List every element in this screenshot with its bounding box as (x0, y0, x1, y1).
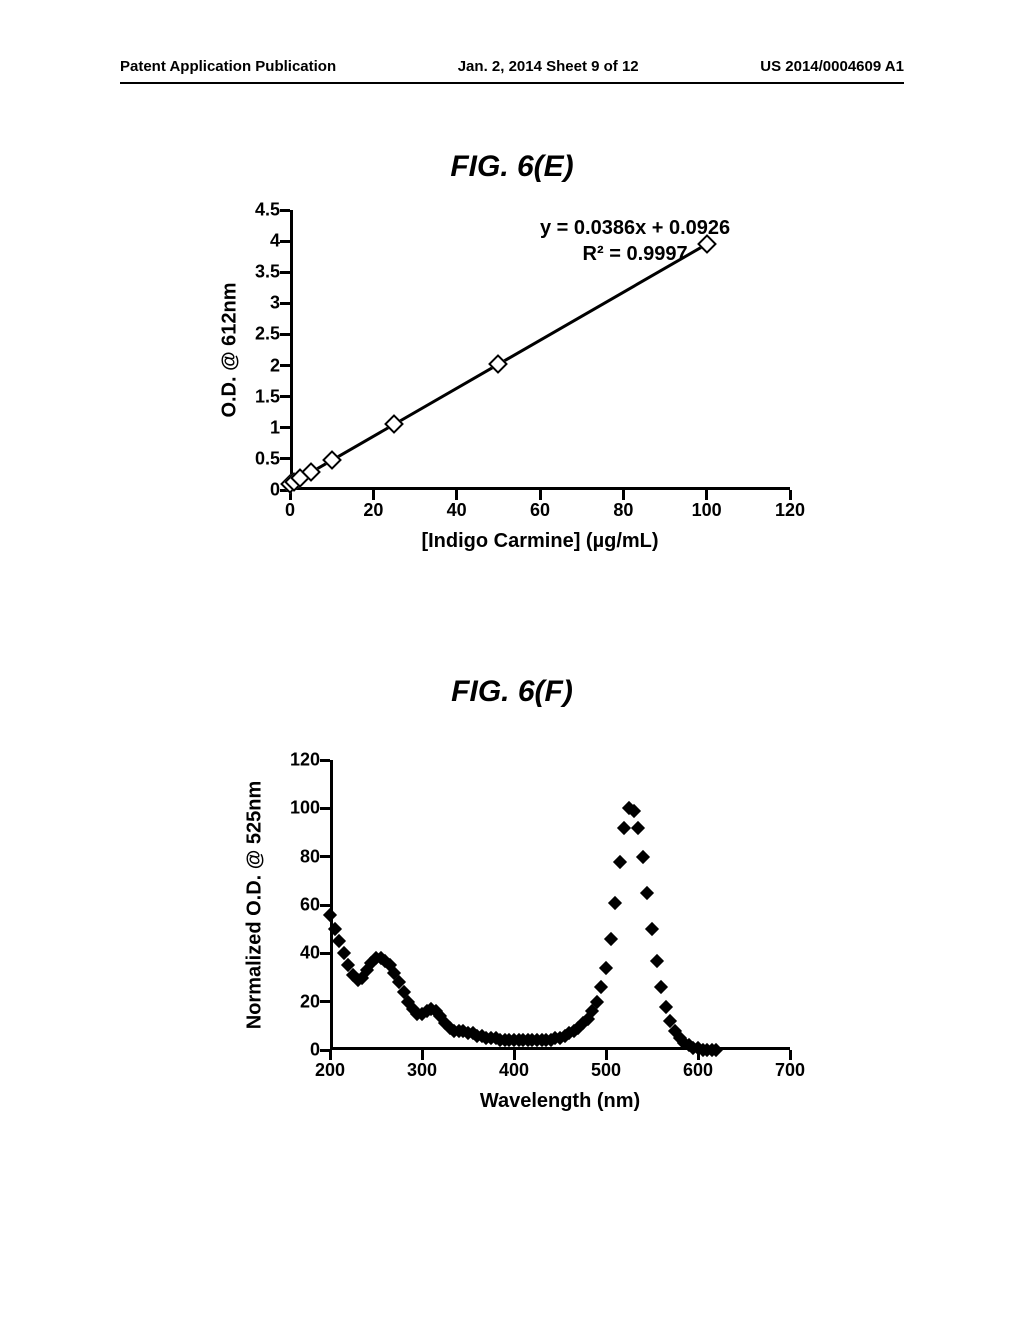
chart-e-ytick (280, 333, 290, 336)
chart-f-xtick (789, 1050, 792, 1060)
chart-e-ytick (280, 364, 290, 367)
chart-e-ytick-label: 1 (230, 417, 280, 438)
chart-f-marker (650, 954, 664, 968)
chart-f-plot: Normalized O.D. @ 525nm Wavelength (nm) … (330, 760, 790, 1050)
chart-e-ytick-label: 4 (230, 231, 280, 252)
chart-e-ytick (280, 395, 290, 398)
chart-f-ytick-label: 60 (270, 895, 320, 916)
chart-f-marker (617, 821, 631, 835)
chart-e-ytick (280, 457, 290, 460)
chart-f-xtick-label: 500 (591, 1060, 621, 1081)
chart-e-xtick (372, 490, 375, 500)
chart-f-xtick (513, 1050, 516, 1060)
chart-f-ytick (320, 759, 330, 762)
figure-f-title: FIG. 6(F) (0, 675, 1024, 709)
chart-e-xtick (539, 490, 542, 500)
chart-f-marker (640, 886, 654, 900)
chart-f-marker (608, 896, 622, 910)
chart-f-ytick (320, 952, 330, 955)
chart-e-ytick (280, 240, 290, 243)
chart-e-ytick-label: 4.5 (230, 200, 280, 221)
chart-e-ytick-label: 0.5 (230, 448, 280, 469)
chart-f-marker (631, 821, 645, 835)
chart-f-y-axis (330, 760, 333, 1050)
chart-f-xlabel: Wavelength (nm) (480, 1090, 640, 1113)
chart-e-ytick (280, 426, 290, 429)
chart-f-xtick (421, 1050, 424, 1060)
chart-f-ytick-label: 100 (270, 798, 320, 819)
chart-f: Normalized O.D. @ 525nm Wavelength (nm) … (180, 750, 820, 1120)
chart-f-marker (599, 961, 613, 975)
chart-f-marker (604, 932, 618, 946)
chart-f-marker (659, 999, 673, 1013)
chart-e-xtick-label: 100 (692, 500, 722, 521)
chart-e-xtick (622, 490, 625, 500)
chart-f-xtick-label: 200 (315, 1060, 345, 1081)
chart-f-ytick-label: 40 (270, 943, 320, 964)
patent-header: Patent Application Publication Jan. 2, 2… (0, 58, 1024, 75)
chart-f-xtick (605, 1050, 608, 1060)
chart-e: O.D. @ 612nm [Indigo Carmine] (µg/mL) y … (180, 200, 820, 550)
header-left: Patent Application Publication (120, 58, 336, 75)
chart-e-plot: O.D. @ 612nm [Indigo Carmine] (µg/mL) y … (290, 210, 790, 490)
chart-e-ytick-label: 1.5 (230, 386, 280, 407)
chart-e-ytick-label: 0 (230, 480, 280, 501)
chart-e-ytick (280, 271, 290, 274)
chart-f-xtick-label: 700 (775, 1060, 805, 1081)
chart-f-ytick-label: 0 (270, 1040, 320, 1061)
chart-e-xtick-label: 40 (447, 500, 467, 521)
chart-f-ytick (320, 904, 330, 907)
chart-e-ytick-label: 3 (230, 293, 280, 314)
chart-f-marker (645, 922, 659, 936)
chart-e-xtick-label: 60 (530, 500, 550, 521)
chart-f-xtick-label: 400 (499, 1060, 529, 1081)
chart-f-marker (613, 854, 627, 868)
chart-f-ytick-label: 120 (270, 750, 320, 771)
chart-f-xtick-label: 600 (683, 1060, 713, 1081)
chart-e-ytick-label: 2.5 (230, 324, 280, 345)
chart-f-marker (323, 908, 337, 922)
header-rule (120, 82, 904, 84)
chart-e-xlabel: [Indigo Carmine] (µg/mL) (421, 530, 658, 553)
chart-f-ytick-label: 20 (270, 991, 320, 1012)
chart-e-ytick (280, 302, 290, 305)
chart-e-ytick (280, 209, 290, 212)
header-center: Jan. 2, 2014 Sheet 9 of 12 (458, 58, 639, 75)
chart-e-ytick-label: 2 (230, 355, 280, 376)
chart-f-ytick-label: 80 (270, 846, 320, 867)
chart-e-xtick-label: 0 (285, 500, 295, 521)
chart-e-xtick (705, 490, 708, 500)
chart-e-xtick (789, 490, 792, 500)
chart-f-marker (636, 850, 650, 864)
chart-e-ytick-label: 3.5 (230, 262, 280, 283)
chart-f-marker (594, 980, 608, 994)
chart-f-xtick-label: 300 (407, 1060, 437, 1081)
chart-e-xtick-label: 120 (775, 500, 805, 521)
chart-f-ytick (320, 1000, 330, 1003)
chart-f-ytick (320, 855, 330, 858)
chart-e-xtick-label: 80 (613, 500, 633, 521)
chart-f-xtick (329, 1050, 332, 1060)
chart-f-ylabel: Normalized O.D. @ 525nm (244, 781, 267, 1029)
chart-e-xtick-label: 20 (363, 500, 383, 521)
chart-f-ytick (320, 807, 330, 810)
figure-e-title: FIG. 6(E) (0, 150, 1024, 184)
chart-e-eq-line1: y = 0.0386x + 0.0926 (540, 215, 730, 241)
header-right: US 2014/0004609 A1 (760, 58, 904, 75)
chart-f-marker (654, 980, 668, 994)
chart-e-xtick (455, 490, 458, 500)
